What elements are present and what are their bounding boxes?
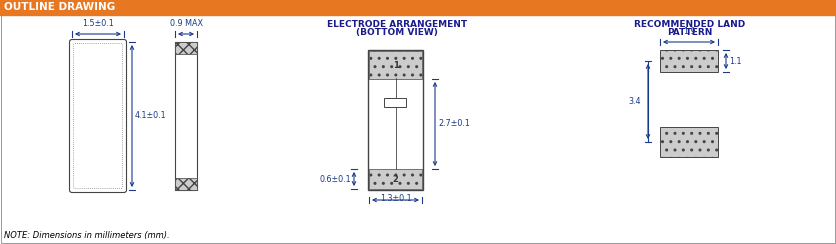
- Bar: [175, 42, 197, 54]
- Bar: [660, 127, 718, 157]
- Text: 3.4: 3.4: [628, 97, 640, 106]
- Text: 1: 1: [393, 61, 399, 70]
- Text: 0.9 MAX: 0.9 MAX: [170, 19, 202, 28]
- Text: RECOMMENDED LAND: RECOMMENDED LAND: [635, 20, 746, 29]
- Text: 1.5±0.1: 1.5±0.1: [82, 19, 114, 28]
- Text: NOTE: Dimensions in millimeters (mm).: NOTE: Dimensions in millimeters (mm).: [4, 231, 170, 240]
- Bar: [369, 169, 422, 189]
- Bar: [175, 178, 197, 190]
- Text: ELECTRODE ARRANGEMENT: ELECTRODE ARRANGEMENT: [327, 20, 467, 29]
- Text: 2: 2: [393, 174, 399, 183]
- Bar: [0, 0, 836, 15]
- Bar: [175, 42, 197, 190]
- Text: 1.1: 1.1: [729, 57, 742, 65]
- FancyBboxPatch shape: [69, 40, 126, 193]
- Bar: [384, 98, 406, 107]
- Text: 0.6±0.1: 0.6±0.1: [319, 174, 350, 183]
- Text: 1.9: 1.9: [683, 27, 696, 36]
- Bar: [660, 50, 718, 72]
- Bar: [368, 50, 423, 190]
- Text: 2.7±0.1: 2.7±0.1: [438, 120, 470, 129]
- Text: (BOTTOM VIEW): (BOTTOM VIEW): [356, 28, 438, 37]
- Bar: [369, 51, 422, 79]
- Text: 1.3±0.1: 1.3±0.1: [380, 194, 411, 203]
- Text: OUTLINE DRAWING: OUTLINE DRAWING: [4, 2, 115, 12]
- Text: PATTERN: PATTERN: [667, 28, 712, 37]
- Text: 4.1±0.1: 4.1±0.1: [135, 112, 166, 121]
